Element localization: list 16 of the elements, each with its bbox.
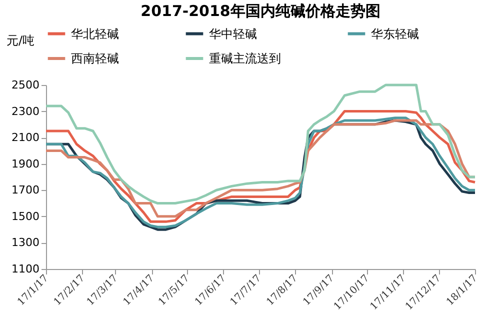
- y-tick-label: 2100: [12, 131, 40, 144]
- y-tick-label: 1300: [12, 236, 40, 250]
- y-tick-label: 1500: [12, 210, 40, 223]
- y-tick-label: 2300: [12, 104, 40, 118]
- line-series: [44, 84, 476, 205]
- chart-title: 2017-2018年国内纯碱价格走势图: [140, 2, 380, 20]
- legend-label: 西南轻碱: [71, 52, 119, 66]
- y-tick-label: 1700: [12, 184, 40, 197]
- legend-label: 重碱主流送到: [209, 52, 281, 66]
- legend-label: 华东轻碱: [371, 26, 419, 41]
- y-axis-title: 元/吨: [6, 34, 35, 48]
- y-tick-label: 1100: [12, 262, 40, 276]
- legend-label: 华北轻碱: [71, 26, 119, 41]
- y-tick-label: 2500: [12, 78, 40, 92]
- legend-label: 华中轻碱: [209, 26, 257, 41]
- y-tick-label: 1900: [12, 157, 40, 170]
